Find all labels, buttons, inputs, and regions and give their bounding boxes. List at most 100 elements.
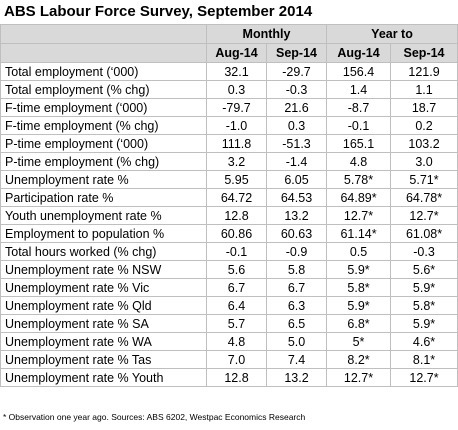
row-label: F-time employment (‘000) <box>0 98 207 117</box>
cell-value: 13.2 <box>265 206 328 225</box>
cell-value: 64.89* <box>326 188 392 207</box>
cell-value: 0.3 <box>206 80 267 99</box>
cell-value: 12.7* <box>326 206 392 225</box>
cell-value: 12.7* <box>390 206 458 225</box>
cell-value: 64.78* <box>390 188 458 207</box>
cell-value: 1.1 <box>390 80 458 99</box>
cell-value: 6.5 <box>265 314 328 333</box>
cell-value: 3.0 <box>390 152 458 171</box>
table-row: F-time employment (‘000) -79.7 21.6 -8.7 18.… <box>0 98 458 117</box>
cell-value: 12.7* <box>326 368 392 387</box>
row-label: Total employment (‘000) <box>0 62 207 81</box>
table-row: Participation rate % 64.72 64.53 64.89* 64.7… <box>0 188 458 207</box>
cell-value: -51.3 <box>265 134 328 153</box>
cell-value: 5.9* <box>390 314 458 333</box>
cell-value: -0.9 <box>265 242 328 261</box>
cell-value: 4.8 <box>206 332 267 351</box>
cell-value: 121.9 <box>390 62 458 81</box>
column-header: Sep-14 <box>265 43 328 63</box>
cell-value: 5.95 <box>206 170 267 189</box>
blank-cell <box>0 43 207 63</box>
table-title: ABS Labour Force Survey, September 2014 <box>4 3 313 20</box>
table-row: P-time employment (% chg) 3.2 -1.4 4.8 3.0 <box>0 152 458 171</box>
cell-value: 12.8 <box>206 368 267 387</box>
cell-value: 13.2 <box>265 368 328 387</box>
footnote: * Observation one year ago. Sources: ABS… <box>3 412 306 422</box>
cell-value: 156.4 <box>326 62 392 81</box>
column-header: Sep-14 <box>390 43 458 63</box>
cell-value: 5.9* <box>390 278 458 297</box>
column-header-row: Aug-14 Sep-14 Aug-14 Sep-14 <box>0 43 458 63</box>
row-label: Employment to population % <box>0 224 207 243</box>
cell-value: 5.8 <box>265 260 328 279</box>
row-label: Unemployment rate % Vic <box>0 278 207 297</box>
row-label: Participation rate % <box>0 188 207 207</box>
column-header: Aug-14 <box>206 43 267 63</box>
cell-value: 6.4 <box>206 296 267 315</box>
row-label: Total hours worked (% chg) <box>0 242 207 261</box>
cell-value: 5.6 <box>206 260 267 279</box>
cell-value: 1.4 <box>326 80 392 99</box>
blank-cell <box>0 24 207 44</box>
group-header: Year to <box>326 24 458 44</box>
row-label: Total employment (% chg) <box>0 80 207 99</box>
cell-value: 18.7 <box>390 98 458 117</box>
row-label: Unemployment rate % Qld <box>0 296 207 315</box>
cell-value: 61.14* <box>326 224 392 243</box>
cell-value: 5.8* <box>326 278 392 297</box>
cell-value: 5* <box>326 332 392 351</box>
row-label: F-time employment (% chg) <box>0 116 207 135</box>
table-row: Unemployment rate % 5.95 6.05 5.78* 5.71* <box>0 170 458 189</box>
data-table: Monthly Year to Aug-14 Sep-14 Aug-14 Sep-14… <box>0 24 458 387</box>
cell-value: 5.6* <box>390 260 458 279</box>
cell-value: -29.7 <box>265 62 328 81</box>
cell-value: 12.8 <box>206 206 267 225</box>
table-row: Unemployment rate % WA 4.8 5.0 5* 4.6* <box>0 332 458 351</box>
cell-value: 64.72 <box>206 188 267 207</box>
table-row: Total employment (‘000) 32.1 -29.7 156.4 121… <box>0 62 458 81</box>
cell-value: -1.4 <box>265 152 328 171</box>
cell-value: 61.08* <box>390 224 458 243</box>
cell-value: 32.1 <box>206 62 267 81</box>
cell-value: 3.2 <box>206 152 267 171</box>
cell-value: 6.7 <box>265 278 328 297</box>
row-label: Unemployment rate % SA <box>0 314 207 333</box>
cell-value: 7.0 <box>206 350 267 369</box>
table-row: Total employment (% chg) 0.3 -0.3 1.4 1.1 <box>0 80 458 99</box>
cell-value: 0.2 <box>390 116 458 135</box>
row-label: Unemployment rate % NSW <box>0 260 207 279</box>
row-label: P-time employment (‘000) <box>0 134 207 153</box>
table-row: Employment to population % 60.86 60.63 61.1… <box>0 224 458 243</box>
table-row: P-time employment (‘000) 111.8 -51.3 165.1 1… <box>0 134 458 153</box>
cell-value: 165.1 <box>326 134 392 153</box>
cell-value: -0.1 <box>326 116 392 135</box>
row-label: P-time employment (% chg) <box>0 152 207 171</box>
cell-value: 60.63 <box>265 224 328 243</box>
cell-value: -8.7 <box>326 98 392 117</box>
cell-value: 12.7* <box>390 368 458 387</box>
cell-value: 6.8* <box>326 314 392 333</box>
cell-value: 5.7 <box>206 314 267 333</box>
cell-value: 6.3 <box>265 296 328 315</box>
table-row: Unemployment rate % SA 5.7 6.5 6.8* 5.9* <box>0 314 458 333</box>
cell-value: -0.1 <box>206 242 267 261</box>
cell-value: 103.2 <box>390 134 458 153</box>
row-label: Youth unemployment rate % <box>0 206 207 225</box>
table-row: Unemployment rate % Vic 6.7 6.7 5.8* 5.9* <box>0 278 458 297</box>
cell-value: -1.0 <box>206 116 267 135</box>
cell-value: 0.5 <box>326 242 392 261</box>
cell-value: 8.1* <box>390 350 458 369</box>
cell-value: 5.0 <box>265 332 328 351</box>
table-row: Unemployment rate % Qld 6.4 6.3 5.9* 5.8* <box>0 296 458 315</box>
cell-value: 8.2* <box>326 350 392 369</box>
group-header-row: Monthly Year to <box>0 24 458 44</box>
table-row: Unemployment rate % NSW 5.6 5.8 5.9* 5.6* <box>0 260 458 279</box>
cell-value: 111.8 <box>206 134 267 153</box>
cell-value: 60.86 <box>206 224 267 243</box>
cell-value: 5.78* <box>326 170 392 189</box>
cell-value: 0.3 <box>265 116 328 135</box>
cell-value: 4.8 <box>326 152 392 171</box>
cell-value: -79.7 <box>206 98 267 117</box>
cell-value: 6.05 <box>265 170 328 189</box>
